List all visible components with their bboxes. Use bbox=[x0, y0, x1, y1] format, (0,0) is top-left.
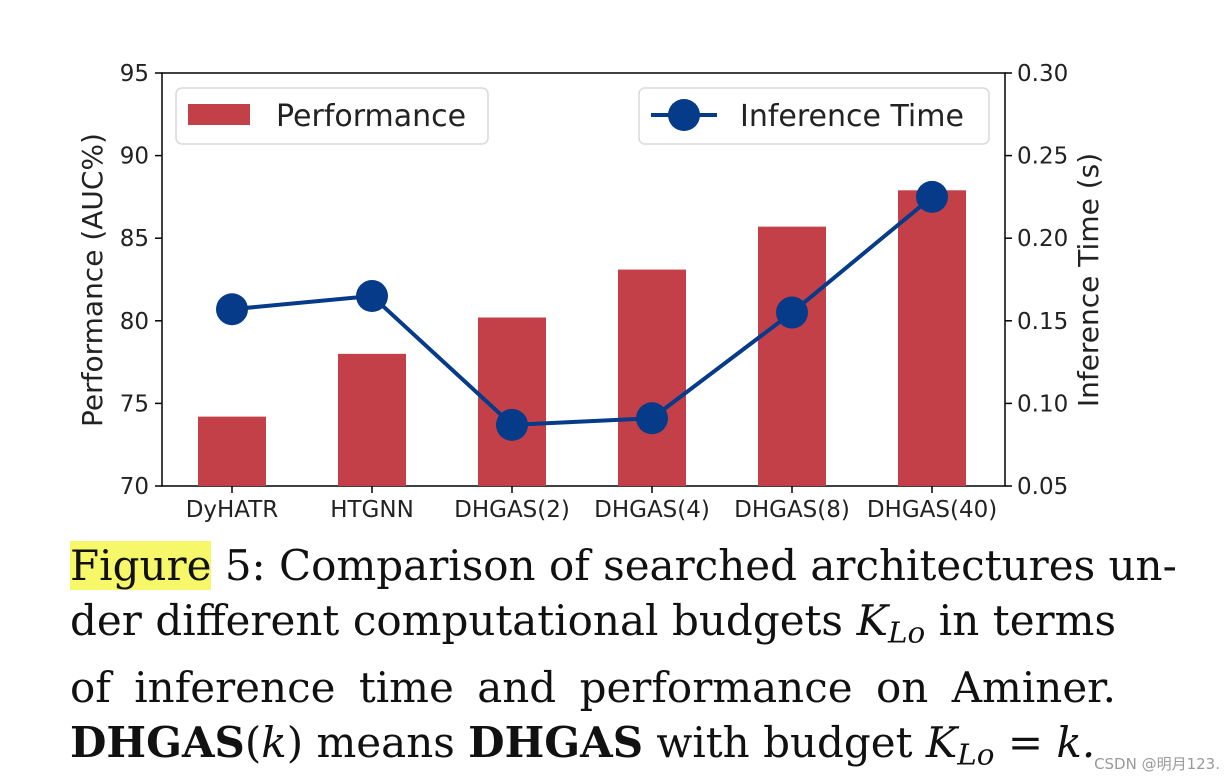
y-tick-label-left-1: 75 bbox=[120, 391, 149, 417]
y-tick-label-left-5: 95 bbox=[120, 61, 149, 87]
legend-inference-time: Inference Time bbox=[638, 87, 990, 145]
caption-line-4: DHGAS(k) means DHGAS with budget KLo = k… bbox=[70, 715, 1116, 782]
y-tick-label-right-0: 0.05 bbox=[1017, 474, 1068, 500]
x-tick-label-5: DHGAS(40) bbox=[867, 497, 997, 523]
bar-performance-0 bbox=[198, 416, 266, 486]
legend-label-inference-time: Inference Time bbox=[740, 99, 964, 134]
x-tick-label-3: DHGAS(4) bbox=[594, 497, 710, 523]
point-inference-time-3 bbox=[636, 402, 668, 435]
bar-performance-4 bbox=[758, 226, 826, 487]
bar-performance-5 bbox=[898, 190, 966, 487]
caption-line-2-a: der different computational budgets bbox=[70, 596, 843, 645]
ticks-layer: 70 75 80 85 90 95 0.05 0.10 0.15 0.20 0.25 0.30 DyHA… bbox=[120, 61, 1069, 523]
bars-layer bbox=[198, 190, 966, 487]
legend-label-performance: Performance bbox=[276, 99, 466, 134]
caption-line-2: der different computational budgets KLo … bbox=[70, 593, 1116, 660]
caption-budget-k: K bbox=[856, 596, 888, 645]
y-tick-label-right-5: 0.30 bbox=[1017, 61, 1068, 87]
line-inference-time bbox=[231, 195, 934, 427]
legend-box-inference-time bbox=[638, 87, 990, 145]
caption-means: means bbox=[316, 718, 455, 768]
y-axis-title-right: Inference Time (s) bbox=[1072, 153, 1105, 407]
caption-line-1-text: 5: Comparison of searched architectures … bbox=[224, 541, 1177, 590]
caption-dhgas-2: DHGAS bbox=[468, 718, 644, 768]
line-layer bbox=[216, 180, 948, 441]
caption-paren-open: ( bbox=[244, 718, 262, 768]
caption-equals: = bbox=[1007, 718, 1044, 768]
caption-line-2-b: in terms bbox=[938, 596, 1117, 645]
y-tick-label-right-2: 0.15 bbox=[1017, 309, 1068, 335]
y-tick-label-right-4: 0.25 bbox=[1017, 144, 1068, 170]
caption-budget-subscript: Lo bbox=[887, 615, 926, 650]
figure-caption: Figure 5: Comparison of searched archite… bbox=[70, 538, 1177, 782]
point-inference-time-4 bbox=[776, 296, 808, 329]
caption-dhgas-1: DHGAS bbox=[70, 718, 245, 768]
x-tick-label-1: HTGNN bbox=[330, 497, 414, 523]
legend-box-performance bbox=[175, 87, 489, 145]
caption-with-budget: with budget bbox=[656, 718, 913, 768]
x-tick-label-2: DHGAS(2) bbox=[454, 497, 570, 523]
y-tick-label-left-3: 85 bbox=[120, 226, 149, 252]
x-tick-label-0: DyHATR bbox=[186, 497, 279, 523]
y-tick-label-right-3: 0.20 bbox=[1017, 226, 1068, 252]
y-tick-label-left-2: 80 bbox=[120, 309, 149, 335]
point-inference-time-5 bbox=[916, 180, 948, 213]
caption-K-var: K bbox=[925, 718, 958, 768]
y-tick-label-left-0: 70 bbox=[120, 474, 149, 500]
legend-performance: Performance bbox=[175, 87, 489, 145]
chart: Performance (AUC%) Inference Time (s) 70… bbox=[76, 61, 1105, 523]
point-inference-time-1 bbox=[356, 280, 388, 313]
legend-swatch-performance bbox=[188, 104, 250, 125]
caption-line-1: Figure 5: Comparison of searched archite… bbox=[70, 538, 1177, 593]
legend-marker-inference-time bbox=[668, 99, 700, 131]
y-axis-title-left: Performance (AUC%) bbox=[76, 133, 109, 427]
caption-k-end: k. bbox=[1056, 718, 1096, 768]
bar-performance-1 bbox=[338, 353, 406, 486]
point-inference-time-0 bbox=[216, 293, 248, 326]
x-tick-label-4: DHGAS(8) bbox=[734, 497, 850, 523]
caption-line-3: of inference time and performance on Ami… bbox=[70, 663, 1116, 713]
bar-performance-3 bbox=[618, 269, 686, 486]
caption-figure-word: Figure bbox=[70, 541, 212, 590]
point-inference-time-2 bbox=[496, 408, 528, 441]
caption-K-subscript: Lo bbox=[957, 737, 995, 772]
plot-area bbox=[161, 72, 1006, 487]
caption-k-var: k bbox=[261, 718, 287, 768]
caption-paren-close: ) bbox=[286, 718, 304, 768]
watermark: CSDN @明月123. bbox=[1094, 755, 1220, 773]
y-tick-label-right-1: 0.10 bbox=[1017, 391, 1068, 417]
y-tick-label-left-4: 90 bbox=[120, 144, 149, 170]
